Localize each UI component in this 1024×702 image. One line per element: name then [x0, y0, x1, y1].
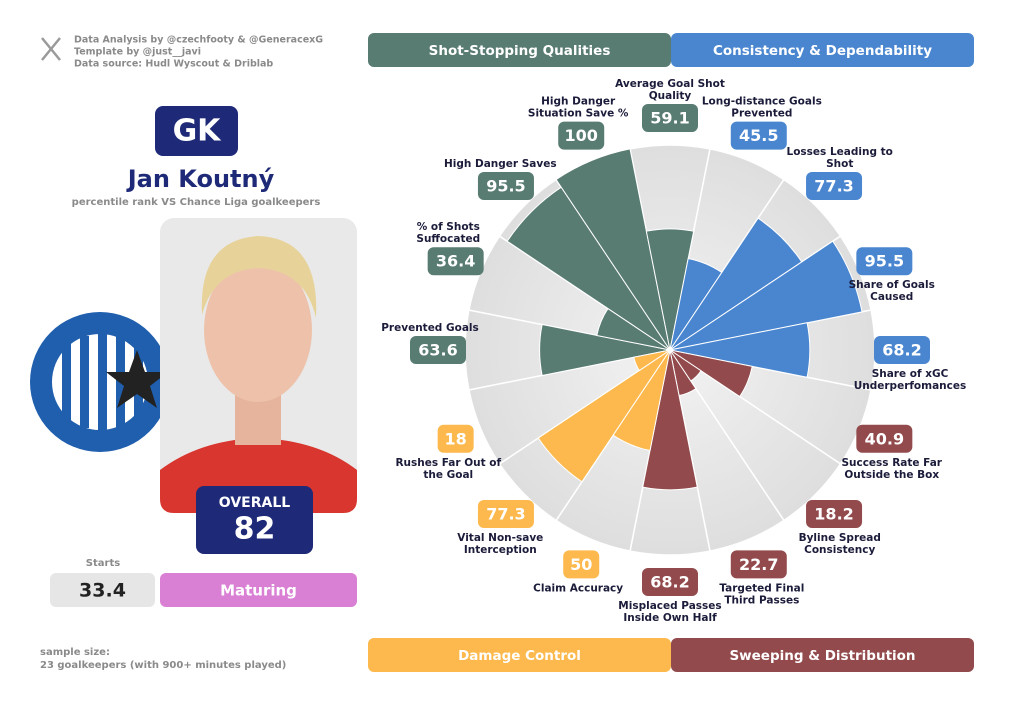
value-label: 100 [565, 126, 598, 145]
value-badge [410, 336, 466, 364]
category-label: % of Shots Suffocated [416, 221, 480, 245]
legend-button [671, 33, 974, 67]
pizza-chart: 63.6 Prevented Goals 36.4 % of Shots Suffoca… [368, 33, 974, 672]
credit: Data source: Hudl Wyscout & Driblab [74, 59, 273, 70]
value-badge [477, 500, 534, 529]
background-wedge [468, 349, 671, 465]
value-label: 22.7 [739, 555, 778, 574]
starts-box [50, 573, 155, 607]
value-badge [477, 171, 534, 200]
bar [669, 349, 753, 398]
category-label: Vital Non-save Interception [457, 532, 543, 556]
value-badge [558, 121, 605, 150]
category-label: Misplaced Passes Inside Own Half [618, 600, 721, 624]
x-logo [41, 37, 61, 61]
value-label: 68.2 [882, 341, 921, 360]
value-badge [642, 568, 698, 596]
category-label: Losses Leading to Shot [787, 146, 893, 170]
bar [645, 228, 695, 351]
value-badge [730, 121, 787, 150]
category-label: Share of xGC Underperfomances [854, 368, 967, 392]
bar [633, 349, 671, 372]
value-label: 18 [445, 429, 467, 448]
value-label: 63.6 [418, 341, 457, 360]
value-badge [856, 424, 913, 453]
category-label: Claim Accuracy [533, 582, 623, 594]
status-box [160, 573, 357, 607]
category-label: Byline Spread Consistency [799, 532, 881, 556]
bar [669, 322, 811, 378]
category-label: Long-distance Goals Prevented [702, 96, 822, 120]
starts-value: 33.4 [79, 580, 126, 602]
category-label: Prevented Goals [381, 322, 479, 334]
club-logo [30, 312, 160, 452]
value-badge [642, 104, 698, 132]
overall-box [196, 486, 313, 554]
value-label: 95.5 [865, 252, 904, 271]
credit: Template by @just__javi [74, 47, 201, 58]
category-label: High Danger Saves [444, 158, 557, 170]
value-badge [730, 550, 787, 579]
value-badge [437, 424, 474, 453]
legend-label: Consistency & Dependability [713, 43, 932, 59]
value-label: 50 [570, 555, 592, 574]
value-badge [856, 247, 913, 276]
legend-button [671, 638, 974, 672]
category-label: Share of Goals Caused [849, 279, 935, 303]
category-label: High Danger Situation Save % [528, 96, 629, 120]
value-label: 77.3 [814, 176, 853, 195]
bar [537, 349, 671, 483]
category-label: Success Rate Far Outside the Box [841, 457, 942, 481]
legend-label: Damage Control [458, 648, 581, 664]
bar [555, 148, 671, 351]
bar [539, 323, 671, 377]
position: GK [173, 114, 223, 149]
credit: Data Analysis by @czechfooty & @Generace… [74, 35, 323, 46]
starts-label: Starts [86, 558, 120, 569]
value-badge [874, 336, 930, 364]
value-label: 68.2 [650, 573, 689, 592]
sample-size: 23 goalkeepers (with 900+ minutes played… [40, 660, 286, 671]
value-badge [806, 171, 863, 200]
legend-button [368, 33, 671, 67]
value-label: 45.5 [739, 126, 778, 145]
bar [669, 240, 863, 351]
value-badge [427, 247, 484, 276]
value-label: 77.3 [486, 505, 525, 524]
value-label: 95.5 [486, 176, 525, 195]
legend-button [368, 638, 671, 672]
position-badge [155, 106, 238, 156]
player-name: Jan Koutný [126, 165, 275, 193]
value-label: 59.1 [650, 109, 689, 128]
value-label: 18.2 [814, 505, 853, 524]
legend-label: Sweeping & Distribution [729, 648, 915, 664]
sample-size-label: sample size: [40, 647, 110, 658]
value-label: 40.9 [865, 429, 904, 448]
overall-label: OVERALL [219, 495, 290, 511]
value-badge [563, 550, 600, 579]
category-label: Average Goal Shot Quality [615, 78, 725, 102]
bar [642, 349, 698, 491]
status: Maturing [220, 582, 297, 600]
category-label: Targeted Final Third Passes [719, 582, 804, 606]
value-label: 36.4 [436, 252, 475, 271]
legend-label: Shot-Stopping Qualities [429, 43, 611, 59]
subtitle: percentile rank VS Chance Liga goalkeepe… [72, 197, 321, 208]
value-badge [806, 500, 863, 529]
overall-value: 82 [234, 512, 276, 547]
category-label: Rushes Far Out of the Goal [395, 457, 501, 481]
